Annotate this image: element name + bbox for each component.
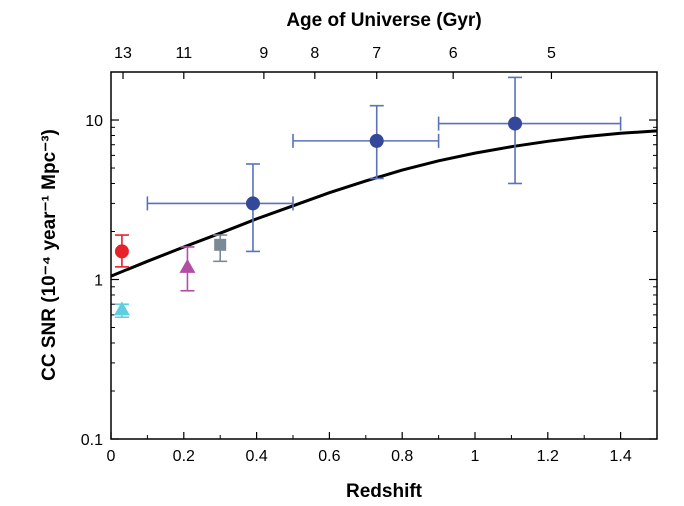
data-point-circle — [245, 196, 260, 211]
ticks-layer: 0 0.2 0.4 0.6 0.8 1 1.2 1.4 0.1 1 10 13 11 9 8 7 6 5 — [81, 45, 658, 465]
data-point-circle — [369, 133, 384, 148]
data-point-triangle — [113, 301, 130, 316]
top-tick-label: 11 — [175, 45, 192, 62]
data-point-triangle — [179, 258, 196, 273]
x-tick-label: 0.2 — [173, 448, 195, 465]
top-tick-label: 7 — [372, 45, 381, 62]
x-tick-label: 0.4 — [245, 448, 267, 465]
data-point-square — [214, 238, 227, 251]
x-axis-title: Redshift — [346, 481, 423, 502]
plot-frame — [110, 71, 658, 440]
data-point-circle — [508, 116, 523, 131]
curve-layer — [110, 129, 658, 278]
top-tick-label: 9 — [259, 45, 268, 62]
x-tick-label: 1.2 — [537, 448, 559, 465]
top-tick-label: 13 — [114, 45, 132, 62]
x-tick-label: 1 — [471, 448, 480, 465]
top-tick-label: 8 — [310, 45, 319, 62]
x-tick-label: 0.8 — [391, 448, 413, 465]
y-tick-label: 0.1 — [81, 432, 103, 449]
y-tick-label: 10 — [85, 113, 103, 130]
y-axis-title: CC SNR (10⁻⁴ year⁻¹ Mpc⁻³) — [39, 129, 60, 381]
top-tick-label: 6 — [449, 45, 458, 62]
data-point-circle — [114, 244, 129, 259]
top-tick-label: 5 — [547, 45, 556, 62]
x-tick-label: 0 — [107, 448, 116, 465]
top-axis-title: Age of Universe (Gyr) — [286, 10, 481, 31]
points-layer — [113, 76, 622, 319]
model-curve — [110, 129, 658, 278]
x-tick-label: 0.6 — [318, 448, 340, 465]
x-tick-label: 1.4 — [609, 448, 631, 465]
y-tick-label: 1 — [94, 273, 103, 290]
